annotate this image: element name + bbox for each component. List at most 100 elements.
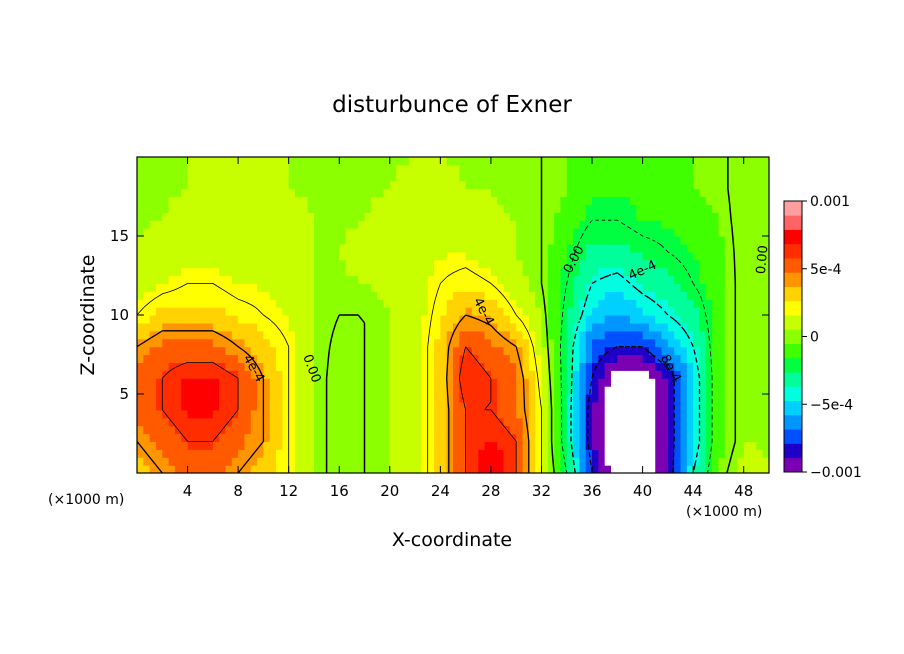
field-cell xyxy=(642,386,650,395)
field-cell xyxy=(636,172,644,182)
field-cell xyxy=(592,386,599,395)
field-cell xyxy=(137,386,144,395)
field-cell xyxy=(282,338,290,348)
field-cell xyxy=(554,180,562,190)
field-cell xyxy=(693,180,701,190)
field-cell xyxy=(137,409,144,419)
field-cell xyxy=(598,386,606,395)
field-cell xyxy=(718,394,726,403)
field-cell xyxy=(143,157,151,166)
field-cell xyxy=(465,188,473,198)
field-cell xyxy=(516,441,524,450)
field-cell xyxy=(377,243,385,253)
field-cell xyxy=(250,433,258,442)
field-cell xyxy=(206,172,214,182)
field-cell xyxy=(364,204,372,213)
field-cell xyxy=(712,267,720,277)
field-cell xyxy=(181,409,189,419)
field-cell xyxy=(680,362,688,371)
field-cell xyxy=(490,441,498,450)
field-cell xyxy=(724,307,732,316)
field-cell xyxy=(231,401,239,411)
field-cell xyxy=(231,251,239,261)
field-cell xyxy=(187,354,195,363)
field-cell xyxy=(326,346,334,356)
field-cell xyxy=(648,354,656,363)
field-cell xyxy=(351,362,359,371)
field-cell xyxy=(389,204,397,213)
field-cell xyxy=(528,362,536,371)
field-cell xyxy=(446,394,454,403)
field-cell xyxy=(434,354,441,363)
field-cell xyxy=(421,259,429,269)
field-cell xyxy=(421,433,429,442)
field-cell xyxy=(573,378,580,387)
field-cell xyxy=(611,457,618,466)
field-cell xyxy=(408,346,416,356)
field-cell xyxy=(238,243,246,253)
field-cell xyxy=(705,433,713,442)
field-cell xyxy=(155,370,163,379)
field-cell xyxy=(471,259,479,269)
field-cell xyxy=(547,346,555,356)
field-cell xyxy=(212,291,220,300)
field-cell xyxy=(453,386,460,395)
field-cell xyxy=(750,243,757,253)
field-cell xyxy=(674,465,682,473)
field-cell xyxy=(200,243,208,253)
field-cell xyxy=(636,275,644,284)
field-cell xyxy=(244,425,252,435)
field-cell xyxy=(453,449,460,458)
field-cell xyxy=(137,394,144,403)
field-cell xyxy=(408,338,416,348)
field-cell xyxy=(661,315,669,324)
field-cell xyxy=(579,243,587,253)
field-cell xyxy=(566,457,574,466)
field-cell xyxy=(573,220,580,229)
field-cell xyxy=(402,267,410,277)
field-cell xyxy=(712,386,720,395)
field-cell xyxy=(547,465,555,473)
field-cell xyxy=(155,362,163,371)
field-cell xyxy=(636,315,644,324)
field-cell xyxy=(212,307,220,316)
field-cell xyxy=(168,283,176,292)
field-cell xyxy=(592,362,599,371)
field-cell xyxy=(244,267,252,277)
field-cell xyxy=(731,465,738,473)
field-cell xyxy=(219,180,227,190)
field-cell xyxy=(737,220,745,229)
field-cell xyxy=(276,386,283,395)
field-cell xyxy=(168,386,176,395)
field-cell xyxy=(465,196,473,205)
field-cell xyxy=(263,188,271,198)
field-cell xyxy=(250,354,258,363)
field-cell xyxy=(686,228,694,237)
field-cell xyxy=(383,220,391,229)
field-cell xyxy=(269,307,277,316)
field-cell xyxy=(604,354,612,363)
field-cell xyxy=(598,283,606,292)
field-cell xyxy=(459,346,467,356)
x-unit-left: (×1000 m) xyxy=(48,492,124,508)
field-cell xyxy=(604,315,612,324)
field-cell xyxy=(358,417,366,427)
field-cell xyxy=(762,299,769,308)
field-cell xyxy=(434,164,441,174)
field-cell xyxy=(295,441,302,450)
field-cell xyxy=(566,425,574,435)
field-cell xyxy=(604,212,612,221)
field-cell xyxy=(168,315,176,324)
field-cell xyxy=(623,386,631,395)
field-cell xyxy=(181,180,189,190)
field-cell xyxy=(307,299,315,308)
field-cell xyxy=(244,188,252,198)
field-cell xyxy=(313,157,321,166)
field-cell xyxy=(288,322,296,332)
field-cell xyxy=(263,394,271,403)
field-cell xyxy=(276,378,283,387)
field-cell xyxy=(193,354,201,363)
field-cell xyxy=(661,441,669,450)
field-cell xyxy=(181,307,189,316)
field-cell xyxy=(712,378,720,387)
